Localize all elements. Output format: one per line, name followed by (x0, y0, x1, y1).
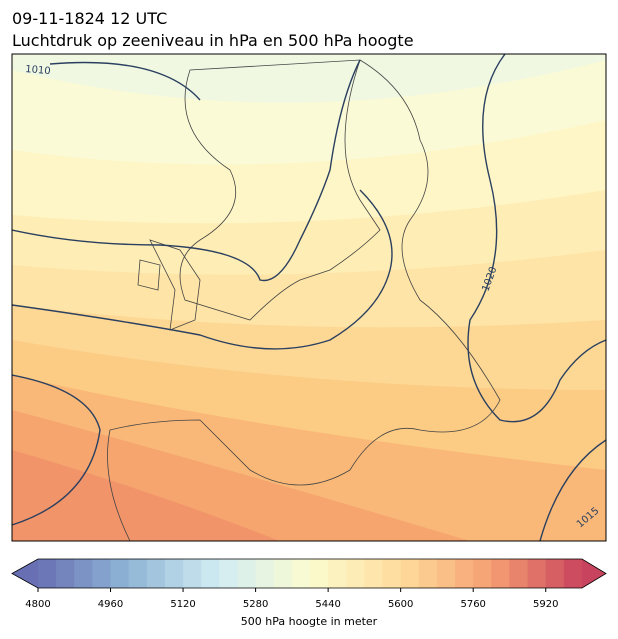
coastline (137, 259, 161, 291)
isobar (12, 189, 393, 350)
colorbar-bin (74, 559, 93, 588)
colorbar-tick-label: 4960 (98, 599, 123, 610)
colorbar-bin (164, 559, 184, 588)
colorbar-tick-label: 5280 (243, 599, 268, 610)
colorbar-bin (237, 559, 257, 588)
colorbar-bin (201, 559, 220, 588)
map-frame (11, 53, 607, 542)
colorbar-bin (146, 559, 166, 588)
colorbar-bin (328, 559, 347, 588)
isobar-label: 1010 (25, 64, 51, 77)
colorbar-tick-label: 5120 (170, 599, 195, 610)
colorbar-extend-low (12, 559, 38, 588)
colorbar-tick-label: 4800 (25, 599, 50, 610)
isobar (539, 439, 606, 541)
colorbar-bin (418, 559, 438, 588)
colorbar-bin (346, 559, 365, 588)
colorbar-bin (273, 559, 293, 588)
colorbar-bin (310, 559, 329, 588)
colorbar-bin (219, 559, 238, 588)
colorbar-bin (491, 559, 510, 588)
colorbar-tick-label: 5920 (533, 599, 558, 610)
title-line2: Luchtdruk op zeeniveau in hPa en 500 hPa… (12, 31, 414, 50)
isobar (49, 61, 201, 101)
colorbar-bin (455, 559, 474, 588)
colorbar-bin (400, 559, 420, 588)
colorbar-bin (563, 559, 583, 588)
coastline (149, 239, 201, 331)
colorbar-bin (364, 559, 384, 588)
colorbar-bin (128, 559, 148, 588)
colorbar-tick-label: 5440 (315, 599, 340, 610)
colorbar-outline (11, 558, 607, 589)
colorbar-extend-high (582, 559, 606, 588)
colorbar-bin (56, 559, 75, 588)
band (12, 450, 280, 541)
title-line1: 09-11-1824 12 UTC (12, 9, 167, 28)
colorbar-bin (110, 559, 130, 588)
colorbar-bin (527, 559, 547, 588)
colorbar-tick-label: 5600 (388, 599, 413, 610)
colorbar-bin (382, 559, 402, 588)
colorbar-bin (92, 559, 112, 588)
colorbar-bin (473, 559, 492, 588)
map: 1010 1020 1015 (12, 54, 606, 541)
colorbar-bin (291, 559, 311, 588)
colorbar-bin (38, 559, 57, 588)
colorbar-bin (183, 559, 202, 588)
colorbar-bin (509, 559, 529, 588)
colorbar-bin (436, 559, 456, 588)
isobar (467, 54, 606, 423)
colorbar: 4800 4960 5120 5280 5440 5600 5760 5920 (11, 558, 607, 610)
coastline (179, 59, 381, 321)
isobar (12, 374, 101, 526)
coastline (107, 59, 501, 541)
colorbar-label: 500 hPa hoogte in meter (241, 615, 378, 628)
isobar (12, 59, 361, 282)
colorbar-tick-label: 5760 (460, 599, 485, 610)
colorbar-bin (255, 559, 275, 588)
colorbar-bin (545, 559, 565, 588)
